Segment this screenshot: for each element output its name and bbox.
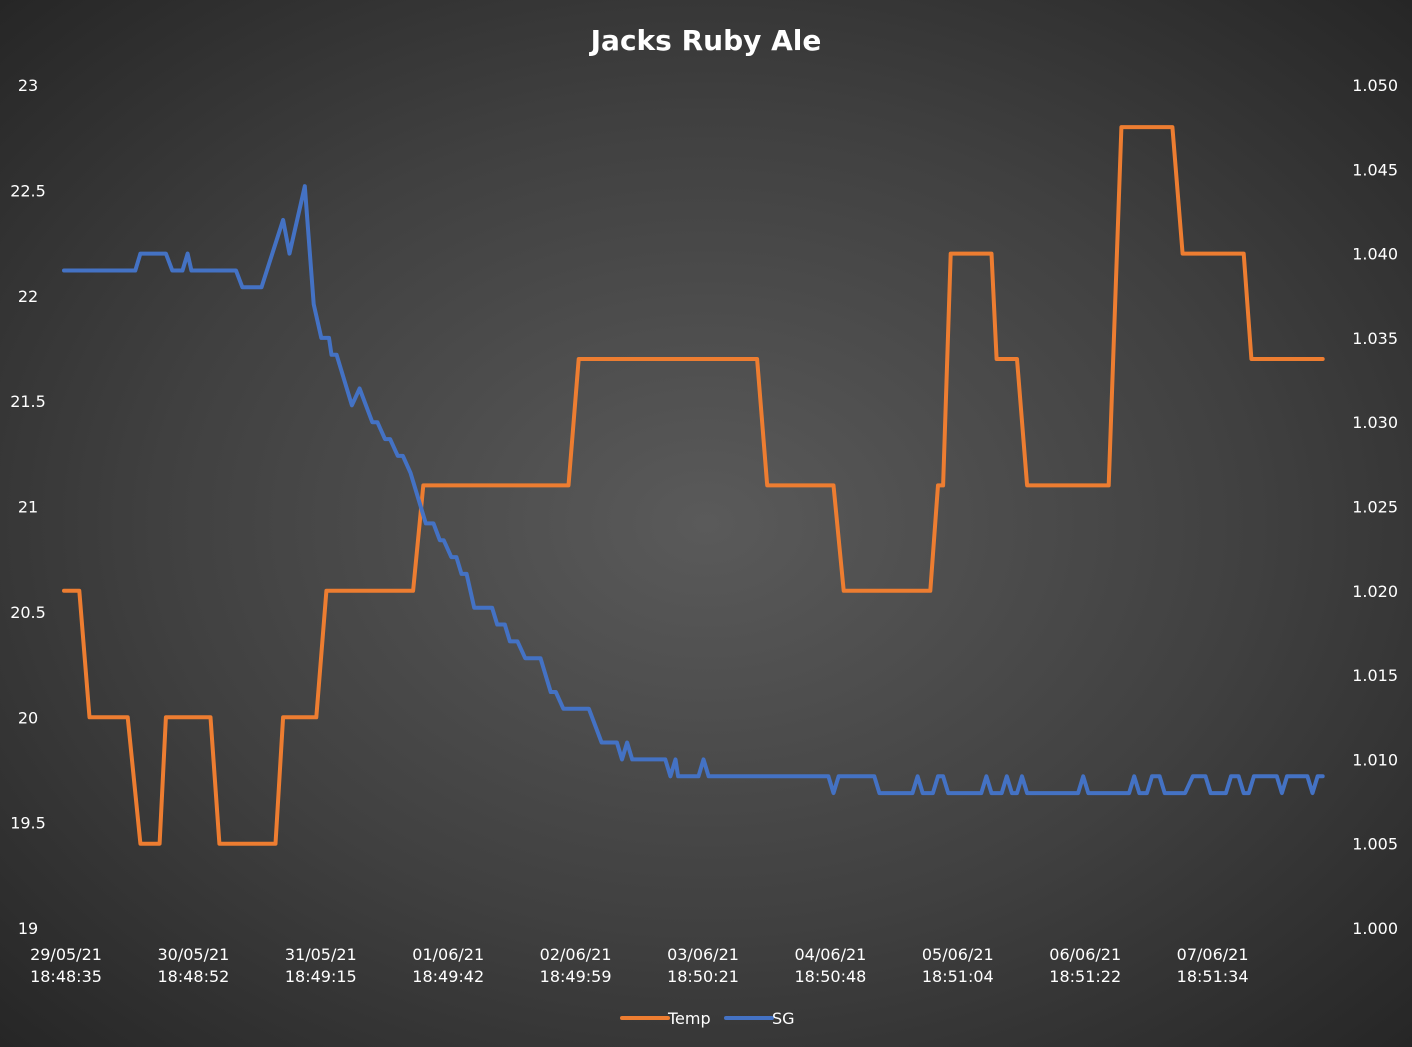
y-left-tick-label: 20.5	[10, 603, 46, 622]
x-tick-time: 18:51:34	[1177, 967, 1249, 986]
legend: Temp SG	[620, 1009, 795, 1028]
x-tick-time: 18:48:52	[157, 967, 229, 986]
x-tick-time: 18:51:22	[1049, 967, 1121, 986]
y-right-tick-label: 1.050	[1352, 76, 1398, 95]
x-tick-date: 29/05/21	[30, 945, 102, 964]
y-left-tick-label: 21	[18, 498, 38, 517]
x-tick-time: 18:49:15	[285, 967, 357, 986]
y-axis-right-ticks: 1.000 1.005 1.010 1.015 1.020 1.025 1.030 1.035…	[1352, 76, 1398, 938]
x-tick-time: 18:49:42	[412, 967, 484, 986]
y-left-tick-label: 22	[18, 287, 38, 306]
y-axis-left-ticks: 19 19.5 20 20.5 21 21.5 22 22.5 23	[10, 76, 46, 938]
legend-label-temp: Temp	[667, 1009, 711, 1028]
x-tick-date: 30/05/21	[157, 945, 229, 964]
y-right-tick-label: 1.000	[1352, 919, 1398, 938]
x-tick-date: 06/06/21	[1049, 945, 1121, 964]
series-line-temp	[62, 125, 1325, 846]
x-tick-time: 18:49:59	[540, 967, 612, 986]
legend-label-sg: SG	[772, 1009, 795, 1028]
y-right-tick-label: 1.035	[1352, 329, 1398, 348]
x-tick-time: 18:51:04	[922, 967, 994, 986]
x-tick-date: 31/05/21	[285, 945, 357, 964]
series-lines	[62, 125, 1325, 846]
y-right-tick-label: 1.005	[1352, 835, 1398, 854]
x-tick-time: 18:50:48	[794, 967, 866, 986]
y-right-tick-label: 1.020	[1352, 582, 1398, 601]
x-tick-date: 03/06/21	[667, 945, 739, 964]
y-right-tick-label: 1.015	[1352, 666, 1398, 685]
y-right-tick-label: 1.045	[1352, 160, 1398, 179]
y-right-tick-label: 1.025	[1352, 498, 1398, 517]
y-right-tick-label: 1.030	[1352, 413, 1398, 432]
y-left-tick-label: 23	[18, 76, 38, 95]
y-right-tick-label: 1.040	[1352, 245, 1398, 264]
y-left-tick-label: 19	[18, 919, 38, 938]
chart-title: Jacks Ruby Ale	[589, 24, 822, 57]
x-tick-time: 18:50:21	[667, 967, 739, 986]
x-tick-time: 18:48:35	[30, 967, 102, 986]
x-tick-date: 04/06/21	[794, 945, 866, 964]
x-tick-date: 05/06/21	[922, 945, 994, 964]
y-left-tick-label: 20	[18, 708, 38, 727]
x-tick-date: 07/06/21	[1177, 945, 1249, 964]
y-left-tick-label: 19.5	[10, 814, 46, 833]
y-left-tick-label: 22.5	[10, 181, 46, 200]
x-axis-ticks: 29/05/21 18:48:35 30/05/21 18:48:52 31/05/21…	[30, 945, 1248, 986]
series-line-sg	[62, 184, 1325, 796]
y-right-tick-label: 1.010	[1352, 750, 1398, 769]
y-left-tick-label: 21.5	[10, 392, 46, 411]
x-tick-date: 01/06/21	[412, 945, 484, 964]
x-tick-date: 02/06/21	[540, 945, 612, 964]
